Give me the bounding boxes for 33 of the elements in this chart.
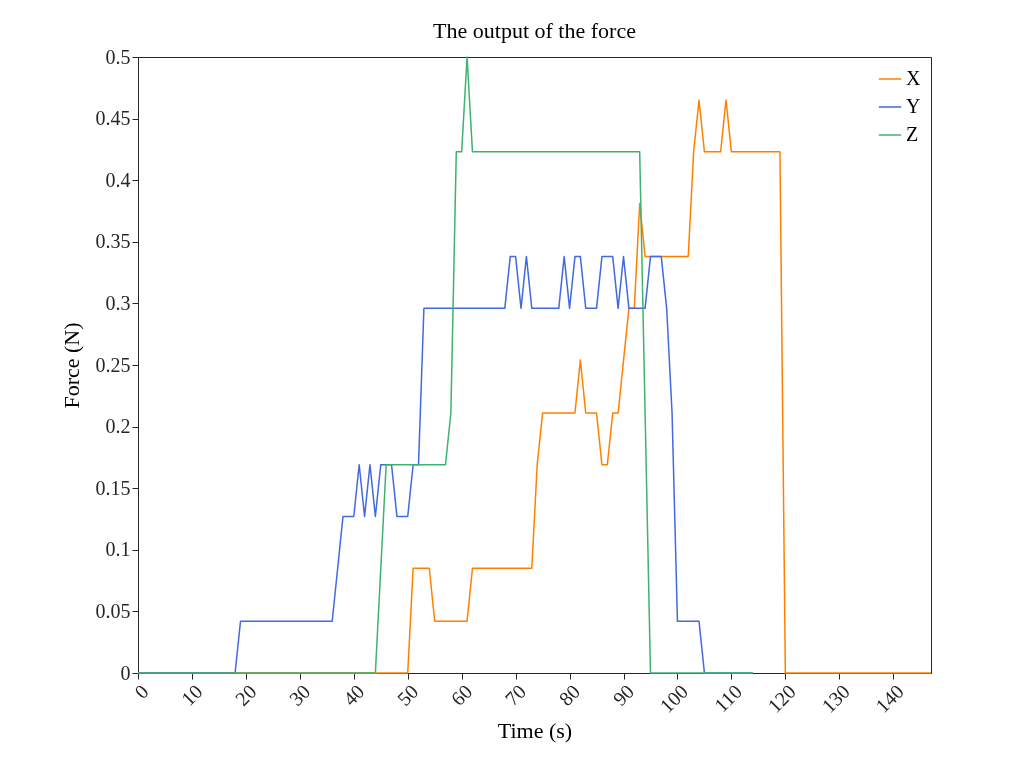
y-tick-label: 0.25 (95, 353, 131, 376)
x-tick-label: 140 (871, 680, 908, 717)
chart-title: The output of the force (433, 18, 636, 43)
y-tick-label: 0.2 (105, 415, 131, 438)
legend-label: X (906, 67, 921, 89)
y-tick-label: 0.05 (95, 599, 131, 622)
y-tick-label: 0 (120, 661, 131, 684)
y-tick-label: 0.5 (105, 45, 131, 68)
x-axis-title: Time (s) (497, 717, 573, 743)
y-tick-label: 0.4 (105, 168, 131, 191)
x-tick-label: 100 (655, 680, 693, 717)
x-tick-label: 120 (763, 680, 800, 717)
x-tick-label: 10 (176, 680, 207, 710)
y-tick-label: 0.15 (95, 476, 131, 499)
x-tick-label: 70 (500, 680, 531, 710)
y-tick-label: 0.1 (105, 538, 131, 561)
x-tick-label: 40 (338, 680, 369, 710)
x-tick-label: 30 (284, 680, 315, 710)
x-tick-label: 90 (608, 680, 639, 710)
line-series (137, 56, 754, 674)
legend-label: Y (906, 95, 921, 117)
x-tick-label: 60 (446, 680, 477, 710)
x-tick-label: 50 (392, 680, 423, 710)
x-tick-label: 130 (817, 680, 854, 717)
legend-label: Z (906, 123, 919, 145)
y-tick-label: 0.45 (95, 107, 131, 130)
x-tick-label: 0 (130, 680, 153, 703)
x-tick-label: 80 (554, 680, 585, 710)
y-axis-title: Force (N) (58, 322, 84, 409)
y-tick-label: 0.3 (105, 291, 131, 314)
y-tick-label: 0.35 (95, 230, 131, 253)
x-tick-label: 110 (709, 680, 747, 717)
x-tick-label: 20 (230, 680, 261, 710)
